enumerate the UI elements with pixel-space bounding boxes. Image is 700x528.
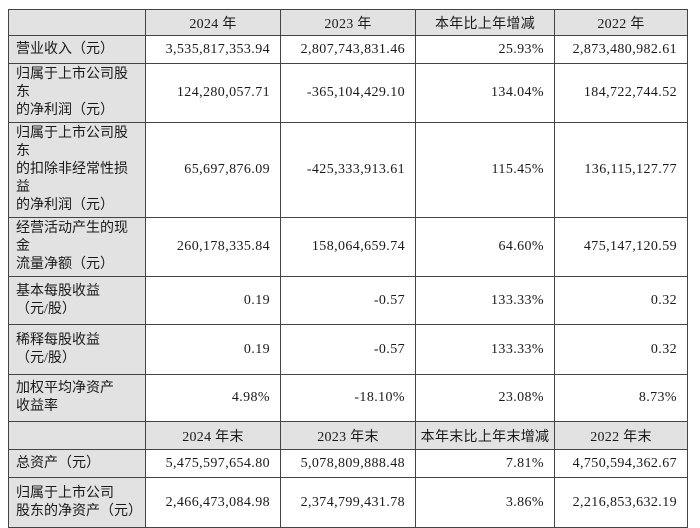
- corner-cell: [8, 421, 146, 450]
- column-header-2022: 2022 年: [554, 9, 688, 36]
- cell-value: 134.04%: [415, 63, 555, 123]
- row-label: 归属于上市公司股东 的扣除非经常性损益 的净利润（元）: [8, 122, 146, 218]
- column-header-yoy-change: 本年比上年增减: [415, 9, 555, 36]
- table-row-operating-cash-flow: 经营活动产生的现金 流量净额（元） 260,178,335.84 158,064…: [8, 217, 688, 277]
- table-row-diluted-eps: 稀释每股收益 （元/股） 0.19 -0.57 133.33% 0.32: [8, 324, 688, 375]
- cell-value: 4.98%: [145, 374, 281, 422]
- row-label: 加权平均净资产 收益率: [8, 374, 146, 422]
- row-label: 经营活动产生的现金 流量净额（元）: [8, 217, 146, 277]
- table-row-revenue: 营业收入（元） 3,535,817,353.94 2,807,743,831.4…: [8, 35, 688, 64]
- column-header-2023-end: 2023 年末: [280, 421, 416, 450]
- cell-value: 3,535,817,353.94: [145, 35, 281, 64]
- cell-value: 115.45%: [415, 122, 555, 218]
- table-row-total-assets: 总资产（元） 5,475,597,654.80 5,078,809,888.48…: [8, 449, 688, 478]
- table-header-row-year-ends: 2024 年末 2023 年末 本年末比上年末增减 2022 年末: [8, 421, 688, 450]
- cell-value: 475,147,120.59: [554, 217, 688, 277]
- row-label: 稀释每股收益 （元/股）: [8, 324, 146, 375]
- cell-value: -18.10%: [280, 374, 416, 422]
- cell-value: 2,216,853,632.19: [554, 477, 688, 528]
- corner-cell: [8, 9, 146, 36]
- column-header-2023: 2023 年: [280, 9, 416, 36]
- cell-value: 136,115,127.77: [554, 122, 688, 218]
- table-header-row-years: 2024 年 2023 年 本年比上年增减 2022 年: [8, 9, 688, 36]
- cell-value: 2,466,473,084.98: [145, 477, 281, 528]
- cell-value: 7.81%: [415, 449, 555, 478]
- column-header-yoy-end-change: 本年末比上年末增减: [415, 421, 555, 450]
- cell-value: 3.86%: [415, 477, 555, 528]
- cell-value: -365,104,429.10: [280, 63, 416, 123]
- cell-value: 5,078,809,888.48: [280, 449, 416, 478]
- cell-value: 5,475,597,654.80: [145, 449, 281, 478]
- cell-value: 2,873,480,982.61: [554, 35, 688, 64]
- cell-value: 124,280,057.71: [145, 63, 281, 123]
- cell-value: -425,333,913.61: [280, 122, 416, 218]
- cell-value: 0.19: [145, 324, 281, 375]
- cell-value: 64.60%: [415, 217, 555, 277]
- row-label: 营业收入（元）: [8, 35, 146, 64]
- table-row-net-profit: 归属于上市公司股东 的净利润（元） 124,280,057.71 -365,10…: [8, 63, 688, 123]
- table-row-net-assets: 归属于上市公司 股东的净资产（元） 2,466,473,084.98 2,374…: [8, 477, 688, 528]
- cell-value: 133.33%: [415, 276, 555, 325]
- cell-value: 0.32: [554, 324, 688, 375]
- column-header-2024: 2024 年: [145, 9, 281, 36]
- cell-value: 8.73%: [554, 374, 688, 422]
- cell-value: 158,064,659.74: [280, 217, 416, 277]
- cell-value: 4,750,594,362.67: [554, 449, 688, 478]
- cell-value: 65,697,876.09: [145, 122, 281, 218]
- cell-value: 2,374,799,431.78: [280, 477, 416, 528]
- table-row-basic-eps: 基本每股收益 （元/股） 0.19 -0.57 133.33% 0.32: [8, 276, 688, 325]
- cell-value: 0.32: [554, 276, 688, 325]
- cell-value: 133.33%: [415, 324, 555, 375]
- cell-value: 25.93%: [415, 35, 555, 64]
- cell-value: -0.57: [280, 276, 416, 325]
- column-header-2022-end: 2022 年末: [554, 421, 688, 450]
- cell-value: 23.08%: [415, 374, 555, 422]
- cell-value: 260,178,335.84: [145, 217, 281, 277]
- financial-summary-table: 2024 年 2023 年 本年比上年增减 2022 年 营业收入（元） 3,5…: [8, 9, 688, 528]
- column-header-2024-end: 2024 年末: [145, 421, 281, 450]
- row-label: 总资产（元）: [8, 449, 146, 478]
- table-row-net-profit-excl-nonrecurring: 归属于上市公司股东 的扣除非经常性损益 的净利润（元） 65,697,876.0…: [8, 122, 688, 218]
- cell-value: 0.19: [145, 276, 281, 325]
- row-label: 归属于上市公司股东 的净利润（元）: [8, 63, 146, 123]
- row-label: 归属于上市公司 股东的净资产（元）: [8, 477, 146, 528]
- cell-value: -0.57: [280, 324, 416, 375]
- row-label: 基本每股收益 （元/股）: [8, 276, 146, 325]
- cell-value: 2,807,743,831.46: [280, 35, 416, 64]
- cell-value: 184,722,744.52: [554, 63, 688, 123]
- table-row-weighted-avg-roe: 加权平均净资产 收益率 4.98% -18.10% 23.08% 8.73%: [8, 374, 688, 422]
